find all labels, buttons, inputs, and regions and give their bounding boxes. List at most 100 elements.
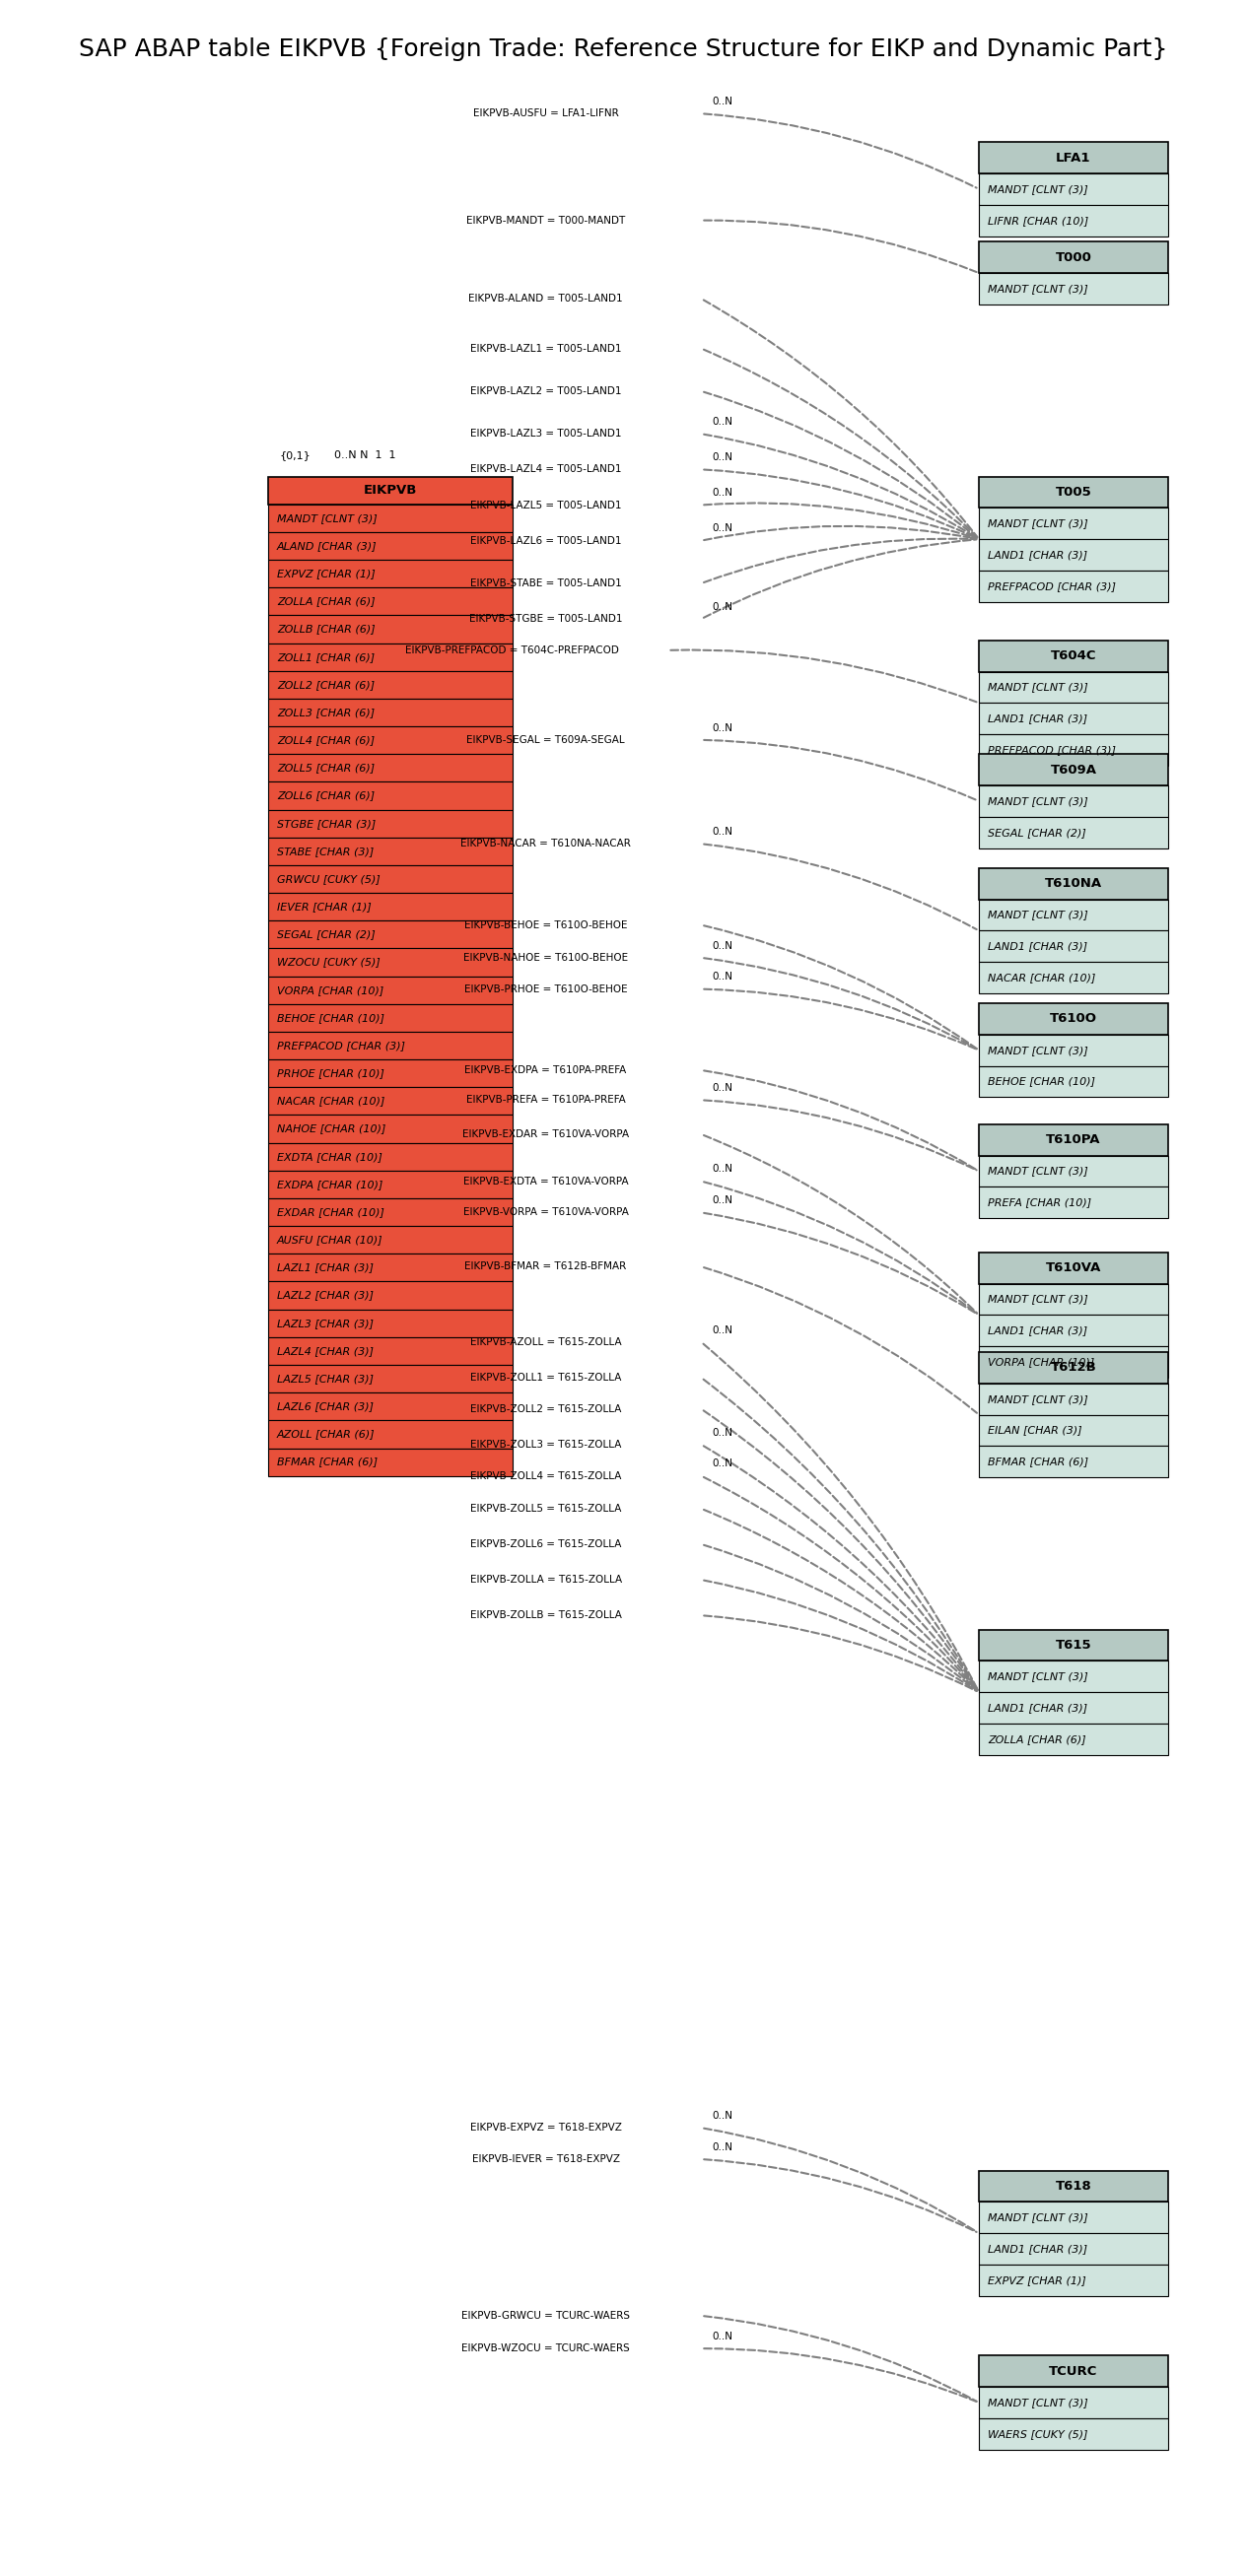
FancyBboxPatch shape [979,1283,1168,1314]
Text: 0..N: 0..N [712,603,733,613]
Text: 0..N: 0..N [712,453,733,461]
Text: EIKPVB-NAHOE = T610O-BEHOE: EIKPVB-NAHOE = T610O-BEHOE [464,953,628,963]
FancyBboxPatch shape [979,1002,1168,1036]
Text: 0..N: 0..N [712,523,733,533]
Text: LFA1: LFA1 [1056,152,1091,165]
Text: EIKPVB-ZOLL5 = T615-ZOLLA: EIKPVB-ZOLL5 = T615-ZOLLA [470,1504,621,1515]
Text: EIKPVB-EXDTA = T610VA-VORPA: EIKPVB-EXDTA = T610VA-VORPA [463,1177,628,1185]
Text: EIKPVB-AUSFU = LFA1-LIFNR: EIKPVB-AUSFU = LFA1-LIFNR [473,108,619,118]
FancyBboxPatch shape [979,1066,1168,1097]
Text: EIKPVB-MANDT = T000-MANDT: EIKPVB-MANDT = T000-MANDT [466,216,625,224]
FancyBboxPatch shape [979,242,1168,273]
Text: 0..N: 0..N [712,2143,733,2151]
Text: ZOLL3 [CHAR (6)]: ZOLL3 [CHAR (6)] [277,708,374,719]
FancyBboxPatch shape [979,817,1168,848]
FancyBboxPatch shape [979,204,1168,237]
Text: ZOLL6 [CHAR (6)]: ZOLL6 [CHAR (6)] [277,791,374,801]
Text: ZOLLA [CHAR (6)]: ZOLLA [CHAR (6)] [277,598,375,605]
Text: GRWCU [CUKY (5)]: GRWCU [CUKY (5)] [277,873,380,884]
Text: 0..N: 0..N [712,940,733,951]
Text: PREFPACOD [CHAR (3)]: PREFPACOD [CHAR (3)] [988,582,1116,590]
Text: ZOLLB [CHAR (6)]: ZOLLB [CHAR (6)] [277,623,375,634]
FancyBboxPatch shape [268,1337,513,1365]
Text: EIKPVB-ZOLLA = T615-ZOLLA: EIKPVB-ZOLLA = T615-ZOLLA [470,1574,622,1584]
Text: SAP ABAP table EIKPVB {Foreign Trade: Reference Structure for EIKP and Dynamic P: SAP ABAP table EIKPVB {Foreign Trade: Re… [79,39,1168,62]
Text: IEVER [CHAR (1)]: IEVER [CHAR (1)] [277,902,372,912]
FancyBboxPatch shape [268,1448,513,1476]
Text: EIKPVB-PREFA = T610PA-PREFA: EIKPVB-PREFA = T610PA-PREFA [466,1095,626,1105]
Text: EIKPVB-ZOLLB = T615-ZOLLA: EIKPVB-ZOLLB = T615-ZOLLA [470,1610,621,1620]
FancyBboxPatch shape [268,670,513,698]
Text: LAND1 [CHAR (3)]: LAND1 [CHAR (3)] [988,940,1087,951]
FancyBboxPatch shape [268,559,513,587]
Text: MANDT [CLNT (3)]: MANDT [CLNT (3)] [988,1672,1089,1682]
Text: EIKPVB-LAZL4 = T005-LAND1: EIKPVB-LAZL4 = T005-LAND1 [470,464,621,474]
Text: 0..N: 0..N [712,487,733,497]
Text: LAND1 [CHAR (3)]: LAND1 [CHAR (3)] [988,2244,1087,2254]
FancyBboxPatch shape [979,961,1168,994]
Text: T609A: T609A [1050,762,1096,775]
Text: NACAR [CHAR (10)]: NACAR [CHAR (10)] [988,974,1096,981]
Text: EILAN [CHAR (3)]: EILAN [CHAR (3)] [988,1425,1082,1435]
Text: LAZL6 [CHAR (3)]: LAZL6 [CHAR (3)] [277,1401,374,1412]
FancyBboxPatch shape [979,1123,1168,1157]
FancyBboxPatch shape [979,1314,1168,1347]
FancyBboxPatch shape [268,1255,513,1283]
Text: EXDTA [CHAR (10)]: EXDTA [CHAR (10)] [277,1151,383,1162]
Text: BFMAR [CHAR (6)]: BFMAR [CHAR (6)] [988,1458,1089,1466]
FancyBboxPatch shape [979,1383,1168,1414]
Text: LAND1 [CHAR (3)]: LAND1 [CHAR (3)] [988,1327,1087,1334]
Text: EIKPVB-ZOLL1 = T615-ZOLLA: EIKPVB-ZOLL1 = T615-ZOLLA [470,1373,621,1383]
Text: PRHOE [CHAR (10)]: PRHOE [CHAR (10)] [277,1069,384,1079]
Text: EIKPVB-EXDAR = T610VA-VORPA: EIKPVB-EXDAR = T610VA-VORPA [463,1128,628,1139]
Text: EIKPVB-STABE = T005-LAND1: EIKPVB-STABE = T005-LAND1 [470,580,621,587]
Text: WZOCU [CUKY (5)]: WZOCU [CUKY (5)] [277,958,380,969]
Text: BEHOE [CHAR (10)]: BEHOE [CHAR (10)] [988,1077,1095,1087]
Text: MANDT [CLNT (3)]: MANDT [CLNT (3)] [988,2398,1089,2409]
FancyBboxPatch shape [268,533,513,559]
FancyBboxPatch shape [979,142,1168,173]
Text: EIKPVB-BFMAR = T612B-BFMAR: EIKPVB-BFMAR = T612B-BFMAR [465,1262,627,1273]
Text: MANDT [CLNT (3)]: MANDT [CLNT (3)] [988,2213,1089,2223]
Text: EIKPVB-LAZL1 = T005-LAND1: EIKPVB-LAZL1 = T005-LAND1 [470,343,621,353]
FancyBboxPatch shape [979,899,1168,930]
FancyBboxPatch shape [979,641,1168,672]
FancyBboxPatch shape [268,1365,513,1394]
Text: EIKPVB-WZOCU = TCURC-WAERS: EIKPVB-WZOCU = TCURC-WAERS [461,2344,630,2354]
Text: LAND1 [CHAR (3)]: LAND1 [CHAR (3)] [988,549,1087,559]
FancyBboxPatch shape [979,1414,1168,1445]
Text: EIKPVB-LAZL2 = T005-LAND1: EIKPVB-LAZL2 = T005-LAND1 [470,386,621,397]
FancyBboxPatch shape [268,477,513,505]
Text: EIKPVB-IEVER = T618-EXPVZ: EIKPVB-IEVER = T618-EXPVZ [471,2154,620,2164]
FancyBboxPatch shape [268,976,513,1005]
Text: PREFA [CHAR (10)]: PREFA [CHAR (10)] [988,1198,1091,1208]
Text: WAERS [CUKY (5)]: WAERS [CUKY (5)] [988,2429,1087,2439]
Text: MANDT [CLNT (3)]: MANDT [CLNT (3)] [988,796,1089,806]
Text: T604C: T604C [1050,649,1096,662]
FancyBboxPatch shape [979,2354,1168,2388]
Text: T610NA: T610NA [1045,878,1102,891]
Text: EIKPVB-LAZL3 = T005-LAND1: EIKPVB-LAZL3 = T005-LAND1 [470,430,621,438]
Text: ZOLLA [CHAR (6)]: ZOLLA [CHAR (6)] [988,1734,1086,1744]
Text: EXDPA [CHAR (10)]: EXDPA [CHAR (10)] [277,1180,383,1190]
Text: PREFPACOD [CHAR (3)]: PREFPACOD [CHAR (3)] [277,1041,405,1051]
FancyBboxPatch shape [979,2172,1168,2202]
Text: VORPA [CHAR (10)]: VORPA [CHAR (10)] [988,1358,1095,1368]
Text: EIKPVB-EXDPA = T610PA-PREFA: EIKPVB-EXDPA = T610PA-PREFA [465,1066,627,1074]
FancyBboxPatch shape [979,1692,1168,1723]
FancyBboxPatch shape [979,703,1168,734]
Text: 0..N: 0..N [712,1324,733,1334]
FancyBboxPatch shape [979,1347,1168,1378]
Text: T610VA: T610VA [1046,1262,1101,1275]
FancyBboxPatch shape [979,1631,1168,1662]
FancyBboxPatch shape [979,734,1168,765]
Text: MANDT [CLNT (3)]: MANDT [CLNT (3)] [988,183,1089,193]
FancyBboxPatch shape [268,587,513,616]
FancyBboxPatch shape [268,920,513,948]
FancyBboxPatch shape [268,1226,513,1255]
Text: LAZL2 [CHAR (3)]: LAZL2 [CHAR (3)] [277,1291,374,1301]
FancyBboxPatch shape [979,672,1168,703]
Text: MANDT [CLNT (3)]: MANDT [CLNT (3)] [988,909,1089,920]
Text: TCURC: TCURC [1049,2365,1097,2378]
Text: EXPVZ [CHAR (1)]: EXPVZ [CHAR (1)] [988,2275,1086,2285]
